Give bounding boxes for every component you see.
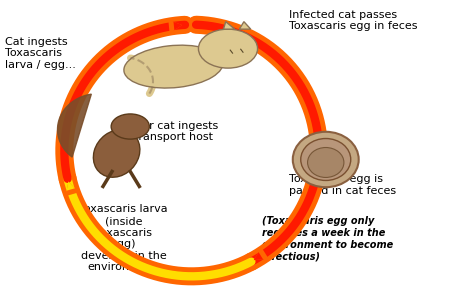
- Text: Infected cat passes
Toxascaris egg in feces: Infected cat passes Toxascaris egg in fe…: [289, 10, 417, 31]
- Polygon shape: [239, 22, 250, 29]
- Text: Cat ingests
Toxascaris
larva / egg...: Cat ingests Toxascaris larva / egg...: [5, 37, 76, 70]
- Text: ... or cat ingests
transport host: ... or cat ingests transport host: [128, 120, 218, 142]
- Circle shape: [111, 114, 149, 139]
- Polygon shape: [223, 22, 234, 29]
- Circle shape: [198, 29, 257, 68]
- Text: Toxascaris egg is
passed in cat feces: Toxascaris egg is passed in cat feces: [289, 175, 396, 196]
- Ellipse shape: [124, 45, 222, 88]
- Text: (Toxascaris egg only
requires a week in the
environment to become
infectious): (Toxascaris egg only requires a week in …: [262, 216, 393, 261]
- Ellipse shape: [307, 147, 343, 178]
- Polygon shape: [57, 94, 91, 157]
- Text: Toxascaris larva
(inside
Toxascaris
egg)
develops in the
environment: Toxascaris larva (inside Toxascaris egg)…: [79, 204, 167, 272]
- Ellipse shape: [93, 130, 140, 177]
- Ellipse shape: [300, 138, 350, 181]
- Ellipse shape: [292, 132, 358, 187]
